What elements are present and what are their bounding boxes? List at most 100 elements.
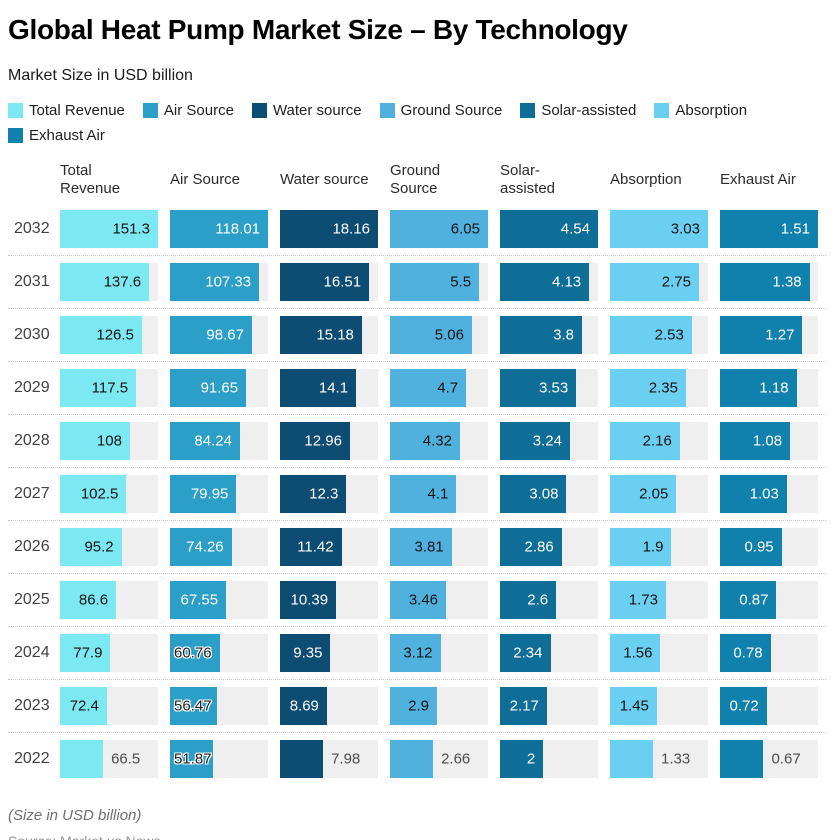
bar-track: 2.05 bbox=[610, 475, 708, 514]
bar-track: 12.96 bbox=[280, 422, 378, 461]
bar-2024-absorption: 1.56 bbox=[610, 634, 661, 673]
bar-value-label: 137.6 bbox=[103, 273, 142, 291]
bar-value-label: 1.73 bbox=[628, 591, 658, 609]
bar-track: 0.78 bbox=[720, 634, 818, 673]
legend-swatch-icon bbox=[142, 103, 158, 119]
bar-track: 72.4 bbox=[60, 687, 158, 726]
bar-value-label: 117.5 bbox=[91, 379, 129, 397]
bar-2032-exhaust-air: 1.51 bbox=[720, 210, 818, 249]
year-label: 2022 bbox=[14, 750, 50, 768]
bar-value-label: 1.03 bbox=[749, 485, 779, 503]
bar-2025-air-source: 67.55 bbox=[170, 581, 227, 620]
bar-2029-ground-source: 4.7 bbox=[390, 369, 467, 408]
legend-item-solar-assisted: Solar-assisted bbox=[520, 102, 636, 119]
bar-2027-absorption: 2.05 bbox=[610, 475, 677, 514]
legend-row: Total Revenue Air Source Water source Groun… bbox=[8, 98, 826, 123]
bar-2029-solar-assisted: 3.53 bbox=[500, 369, 577, 408]
bar-2022-solar-assisted: 2 bbox=[500, 740, 544, 779]
bar-value-label: 5.5 bbox=[450, 273, 472, 291]
bar-2022-ground-source bbox=[390, 740, 434, 779]
bar-value-label: 3.53 bbox=[538, 379, 569, 397]
bar-2024-air-source bbox=[170, 634, 221, 673]
bar-track: 4.1 bbox=[390, 475, 488, 514]
bar-2027-ground-source: 4.1 bbox=[390, 475, 457, 514]
chart-footer: (Size in USD billion) Source: Market.us … bbox=[8, 807, 826, 840]
bar-value-label: 66.5 bbox=[111, 750, 141, 768]
bar-value-label: 1.45 bbox=[619, 697, 649, 715]
bar-track: 102.5 bbox=[60, 475, 158, 514]
bar-track: 1.45 bbox=[610, 687, 708, 726]
chart-row-2032: 2032 151.3 118.01 18.16 6.05 4.54 3.03 1.51 bbox=[8, 203, 826, 257]
bar-2027-total-revenue: 102.5 bbox=[60, 475, 127, 514]
bar-2028-air-source: 84.24 bbox=[170, 422, 240, 461]
bar-2027-exhaust-air: 1.03 bbox=[720, 475, 787, 514]
column-header-total-revenue: Total Revenue bbox=[60, 161, 121, 197]
bar-2032-water-source: 18.16 bbox=[280, 210, 378, 249]
bar-track: 2.75 bbox=[610, 263, 708, 302]
bar-track: 4.7 bbox=[390, 369, 488, 408]
bar-track: 60.76 bbox=[170, 634, 268, 673]
year-label: 2026 bbox=[14, 538, 50, 556]
bar-value-label: 4.7 bbox=[437, 379, 459, 397]
bar-value-label: 4.32 bbox=[422, 432, 452, 450]
bar-track: 2.86 bbox=[500, 528, 598, 567]
bar-value-label: 1.9 bbox=[642, 538, 664, 556]
chart-row-2025: 2025 86.6 67.55 10.39 3.46 2.6 1.73 0.87 bbox=[8, 574, 826, 628]
bar-track: 117.5 bbox=[60, 369, 158, 408]
bar-2027-water-source: 12.3 bbox=[280, 475, 347, 514]
bar-track: 10.39 bbox=[280, 581, 378, 620]
bar-track: 95.2 bbox=[60, 528, 158, 567]
bar-2024-exhaust-air: 0.78 bbox=[720, 634, 771, 673]
bar-value-label: 102.5 bbox=[80, 485, 119, 503]
year-label: 2030 bbox=[14, 326, 50, 344]
bar-2026-air-source: 74.26 bbox=[170, 528, 232, 567]
bar-value-label: 3.03 bbox=[670, 220, 700, 238]
chart-row-2022: 2022 66.5 51.87 7.98 2.66 2 1.33 0.67 bbox=[8, 733, 826, 785]
bar-value-label: 56.47 bbox=[174, 697, 212, 715]
bar-value-label: 151.3 bbox=[112, 220, 150, 238]
bar-value-label: 15.18 bbox=[316, 326, 354, 344]
bar-2028-solar-assisted: 3.24 bbox=[500, 422, 570, 461]
bar-value-label: 2.75 bbox=[661, 273, 691, 291]
bar-track: 1.27 bbox=[720, 316, 818, 355]
bar-2022-total-revenue bbox=[60, 740, 104, 779]
bar-track: 74.26 bbox=[170, 528, 268, 567]
bar-value-label: 3.12 bbox=[403, 644, 433, 662]
bar-track: 6.05 bbox=[390, 210, 488, 249]
bar-2025-absorption: 1.73 bbox=[610, 581, 666, 620]
bar-2029-air-source: 91.65 bbox=[170, 369, 247, 408]
bar-2022-water-source bbox=[280, 740, 324, 779]
bar-value-label: 0.87 bbox=[739, 591, 769, 609]
bar-track: 98.67 bbox=[170, 316, 268, 355]
column-header-absorption: Absorption bbox=[610, 170, 682, 188]
chart-subtitle: Market Size in USD billion bbox=[8, 67, 193, 85]
bar-2032-solar-assisted: 4.54 bbox=[500, 210, 598, 249]
bar-track: 0.95 bbox=[720, 528, 818, 567]
bar-value-label: 98.67 bbox=[206, 326, 244, 344]
bar-2029-absorption: 2.35 bbox=[610, 369, 686, 408]
chart-rows: 2032 151.3 118.01 18.16 6.05 4.54 3.03 1.51 2031… bbox=[8, 203, 826, 785]
year-label: 2027 bbox=[14, 485, 50, 503]
bar-2031-ground-source: 5.5 bbox=[390, 263, 480, 302]
bar-track: 108 bbox=[60, 422, 158, 461]
bar-track: 1.18 bbox=[720, 369, 818, 408]
bar-2026-water-source: 11.42 bbox=[280, 528, 342, 567]
bar-track: 16.51 bbox=[280, 263, 378, 302]
bar-track: 1.51 bbox=[720, 210, 818, 249]
bar-2031-air-source: 107.33 bbox=[170, 263, 260, 302]
legend-swatch-icon bbox=[8, 128, 23, 144]
year-label: 2032 bbox=[14, 220, 50, 238]
bar-track: 3.12 bbox=[390, 634, 488, 673]
bar-track: 3.53 bbox=[500, 369, 598, 408]
bar-track: 8.69 bbox=[280, 687, 378, 726]
legend-swatch-icon bbox=[520, 103, 536, 119]
bar-track: 5.5 bbox=[390, 263, 488, 302]
bar-track: 91.65 bbox=[170, 369, 268, 408]
bar-2031-absorption: 2.75 bbox=[610, 263, 699, 302]
legend-label: Solar-assisted bbox=[541, 102, 637, 120]
bar-2025-water-source: 10.39 bbox=[280, 581, 337, 620]
bar-track: 2.6 bbox=[500, 581, 598, 620]
bar-2030-ground-source: 5.06 bbox=[390, 316, 472, 355]
bar-track: 51.87 bbox=[170, 740, 268, 779]
year-label: 2025 bbox=[14, 591, 50, 609]
